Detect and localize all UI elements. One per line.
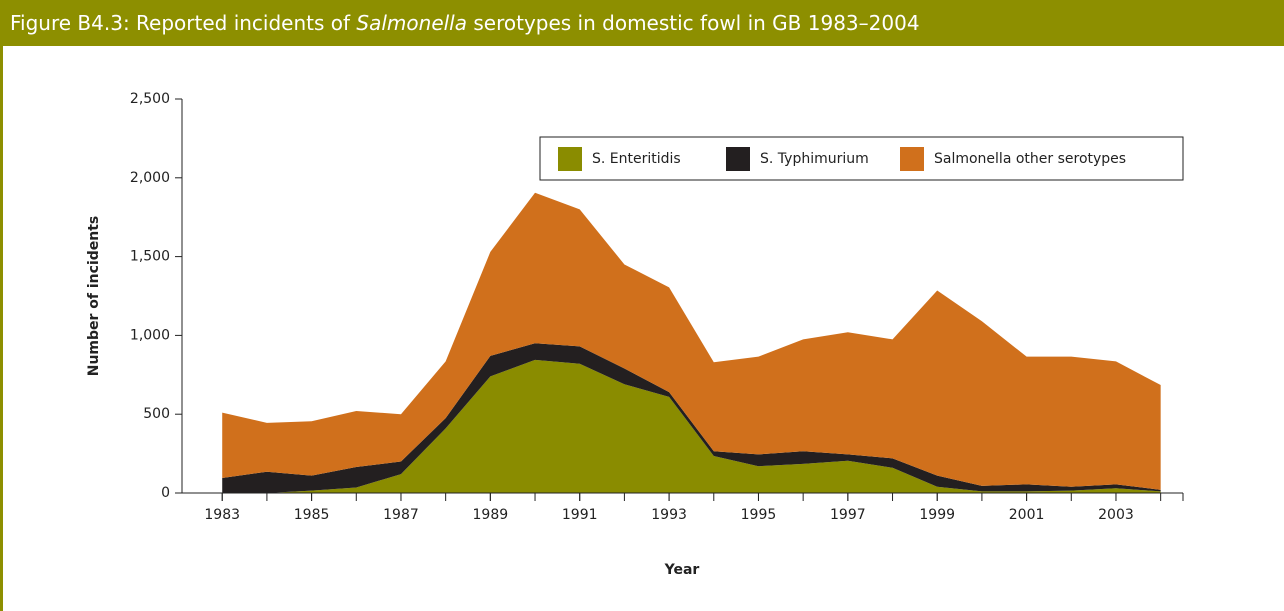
y-tick-label: 500 [143,406,170,422]
x-tick-label: 2001 [1009,507,1045,523]
area [222,343,1161,493]
x-tick-label: 2003 [1098,507,1134,523]
page-border [0,0,3,611]
x-tick-label: 1989 [473,507,509,523]
x-tick-label: 1991 [562,507,598,523]
x-tick-label: 1997 [830,507,866,523]
area [222,192,1161,490]
y-tick-label: 1,000 [130,327,170,343]
x-tick-label: 1983 [204,507,240,523]
legend-swatch [900,147,924,171]
y-tick-label: 0 [161,485,170,501]
legend-label: S. Typhimurium [760,151,869,167]
x-tick-label: 1995 [741,507,777,523]
x-tick-label: 1987 [383,507,419,523]
title-part: Figure B4.3: Reported incidents of [10,11,357,35]
legend-box [539,136,1184,181]
y-tick-label: 2,500 [130,91,170,107]
y-axis-label: Number of incidents [86,216,102,377]
x-axis-label: Year [664,562,700,578]
title-part: Salmonella [356,11,467,35]
legend-label: Salmonella other serotypes [934,151,1126,167]
legend-swatch [726,147,750,171]
x-tick-label: 1985 [294,507,330,523]
legend-label: S. Enteritidis [592,151,681,167]
y-tick-label: 1,500 [130,249,170,265]
x-tick-label: 1993 [651,507,687,523]
chart-title: Figure B4.3: Reported incidents of Salmo… [0,0,1284,46]
x-tick-label: 1999 [919,507,955,523]
title-part: serotypes in domestic fowl in GB 1983–20… [467,11,920,35]
y-tick-label: 2,000 [130,170,170,186]
legend-swatch [558,147,582,171]
